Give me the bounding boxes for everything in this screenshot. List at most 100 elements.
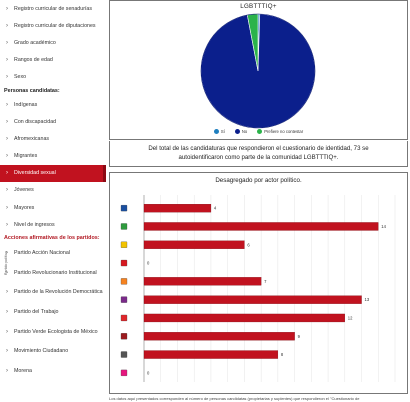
bar-chart-panel: Desagregado por actor político. 4 14 6 0 7 13… [109,172,408,394]
sidebar-item-label: Con discapacidad [14,118,57,125]
party-logo-icon-prd [120,241,128,248]
sidebar-item-diversidad-sexual[interactable]: › Diversidad sexual [0,164,106,182]
sidebar-item-label: Migrantes [14,153,38,160]
pie-chart [200,13,316,129]
sidebar-item-label: Diversidad sexual [14,170,56,177]
chevron-right-icon: › [6,204,8,211]
bar-value-label-mc: 7 [264,279,267,284]
sidebar-item-morena[interactable]: › Morena [0,361,106,381]
sidebar-item-label: Partido de la Revolución Democrática [14,289,103,296]
sidebar-item-afromexicanas[interactable]: › Afromexicanas [0,130,106,147]
legend-label: Sí [220,129,225,134]
sidebar-item-label: Indígenas [14,101,38,108]
bar-pvem [143,222,379,231]
sidebar-item-con-discapacidad[interactable]: › Con discapacidad [0,113,106,130]
bar-chart: 4 14 6 0 7 13 12 9 8 0 [120,195,396,382]
sidebar-item-jóvenes[interactable]: › Jóvenes [0,182,106,199]
bar-value-label-pes: 13 [365,297,370,302]
bar-pan [143,203,212,213]
sidebar-item-rangos-de-edad[interactable]: › Rangos de edad [0,52,106,69]
legend-entry: No [234,129,248,135]
sidebar-item-partido-acción-nacional[interactable]: › Partido Acción Nacional [0,243,106,263]
party-logo-icon-pt [120,259,128,267]
chevron-right-icon: › [6,328,8,335]
party-logo-icon-pri [120,314,128,322]
pie-caption: Del total de las candidaturas que respon… [109,141,408,167]
party-logo-icon-pvem [120,223,128,230]
candidatas-heading: Personas candidatas: [4,87,60,94]
sidebar-item-partido-de-la-revolución-democrática[interactable]: › Partido de la Revolución Democrática [0,283,106,303]
pie-title: LGBTTTIQ+ [240,3,277,10]
party-logo-icon-pes [120,296,128,303]
party-logo-icon-pan [120,204,128,212]
bar-value-label-morena: 9 [298,334,301,339]
bar-pri [143,313,345,323]
chevron-right-icon: › [6,367,8,374]
sidebar-item-label: Sexo [14,74,27,81]
bar-pes [143,295,362,304]
bar-value-label-rsp: 8 [281,352,284,357]
chevron-right-icon: › [6,289,8,296]
chevron-right-icon: › [6,101,8,108]
sidebar-item-label: Registro curricular de diputaciones [14,22,96,29]
sidebar-item-label: Partido Verde Ecologista de México [14,328,98,335]
bar-value-label-pri: 12 [348,315,353,320]
acciones-heading: Acciones afirmativas de los partidos: [4,235,100,242]
bar-mc [143,277,262,286]
sidebar-item-registro-curricular-de-senadurías[interactable]: › Registro curricular de senadurías [0,0,106,17]
legend-label: No [241,129,248,134]
sidebar-item-label: Jóvenes [14,187,34,194]
sidebar-item-partido-del-trabajo[interactable]: › Partido del Trabajo [0,302,106,322]
sidebar-item-movimiento-ciudadano[interactable]: › Movimiento Ciudadano [0,341,106,361]
sidebar-item-label: Rangos de edad [14,57,53,64]
party-logo-icon-mc [120,278,128,285]
sidebar-item-label: Morena [14,367,32,374]
sidebar-item-label: Partido Revolucionario Institucional [14,269,97,276]
sidebar-item-label: Movimiento Ciudadano [14,348,69,355]
sidebar-item-indígenas[interactable]: › Indígenas [0,96,106,113]
sidebar-item-label: Nivel de ingresos [14,221,55,228]
sidebar-item-label: Afromexicanas [14,135,50,142]
pie-legend: Sí No Prefiere no contestar [110,129,407,135]
bar-morena [143,332,295,341]
sidebar-item-label: Registro curricular de senadurías [14,5,93,12]
sidebar-item-label: Mayores [14,204,35,211]
legend-entry: Prefiere no contestar [257,129,303,135]
party-logo-icon-fxm [120,369,128,377]
chevron-right-icon: › [6,250,8,257]
sidebar-item-partido-revolucionario-institucional[interactable]: › Partido Revolucionario Institucional [0,263,106,283]
sidebar-item-grado-académico[interactable]: › Grado académico [0,34,106,51]
sidebar-item-label: Partido del Trabajo [14,309,59,316]
bar-rsp [143,350,279,359]
sidebar-item-label: Partido Acción Nacional [14,250,70,257]
chevron-right-icon: › [6,22,8,29]
caption-line-2: autoidentificaron como parte de la comun… [178,154,339,161]
bar-y-axis-title: Partido político [4,251,8,275]
chevron-right-icon: › [6,170,8,177]
sidebar-item-migrantes[interactable]: › Migrantes [0,148,106,165]
sidebar-item-sexo[interactable]: › Sexo [0,69,106,86]
legend-entry: Sí [213,129,225,135]
chevron-right-icon: › [6,269,8,276]
sidebar-item-partido-verde-ecologista-de-méxico[interactable]: › Partido Verde Ecologista de México [0,322,106,342]
chevron-right-icon: › [6,221,8,228]
chevron-right-icon: › [6,348,8,355]
party-logo-icon-morena [120,333,128,340]
chevron-right-icon: › [6,57,8,64]
chevron-right-icon: › [6,74,8,81]
bar-prd [143,240,245,249]
chevron-right-icon: › [6,39,8,46]
caption-line-1: Del total de las candidaturas que respon… [148,145,369,152]
sidebar-item-mayores[interactable]: › Mayores [0,199,106,216]
sidebar-item-registro-curricular-de-diputaciones[interactable]: › Registro curricular de diputaciones [0,17,106,34]
legend-swatch [234,129,240,135]
chevron-right-icon: › [6,153,8,160]
sidebar: › Registro curricular de senadurías › Regis… [0,0,106,402]
sidebar-item-label: Grado académico [14,39,56,46]
legend-swatch [257,129,263,135]
bar-value-label-fxm: 0 [147,370,150,375]
chevron-right-icon: › [6,5,8,12]
chevron-right-icon: › [6,135,8,142]
sidebar-item-nivel-de-ingresos[interactable]: › Nivel de ingresos [0,216,106,233]
chevron-right-icon: › [6,309,8,316]
